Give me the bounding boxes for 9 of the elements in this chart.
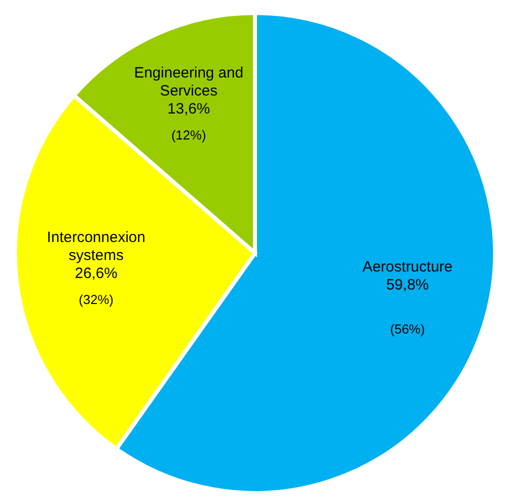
text: (56%) <box>390 321 425 336</box>
data-label: 13,6% <box>167 100 210 118</box>
data-label: 26,6% <box>74 265 118 282</box>
text: (12%) <box>171 127 206 142</box>
slice-label: Interconnexion systems <box>46 229 146 264</box>
slice-label: Engineering and Services <box>134 64 244 100</box>
text: (32%) <box>78 292 114 308</box>
data-label: 59,8% <box>386 276 429 294</box>
slice-label: Aerostructure <box>362 258 452 276</box>
